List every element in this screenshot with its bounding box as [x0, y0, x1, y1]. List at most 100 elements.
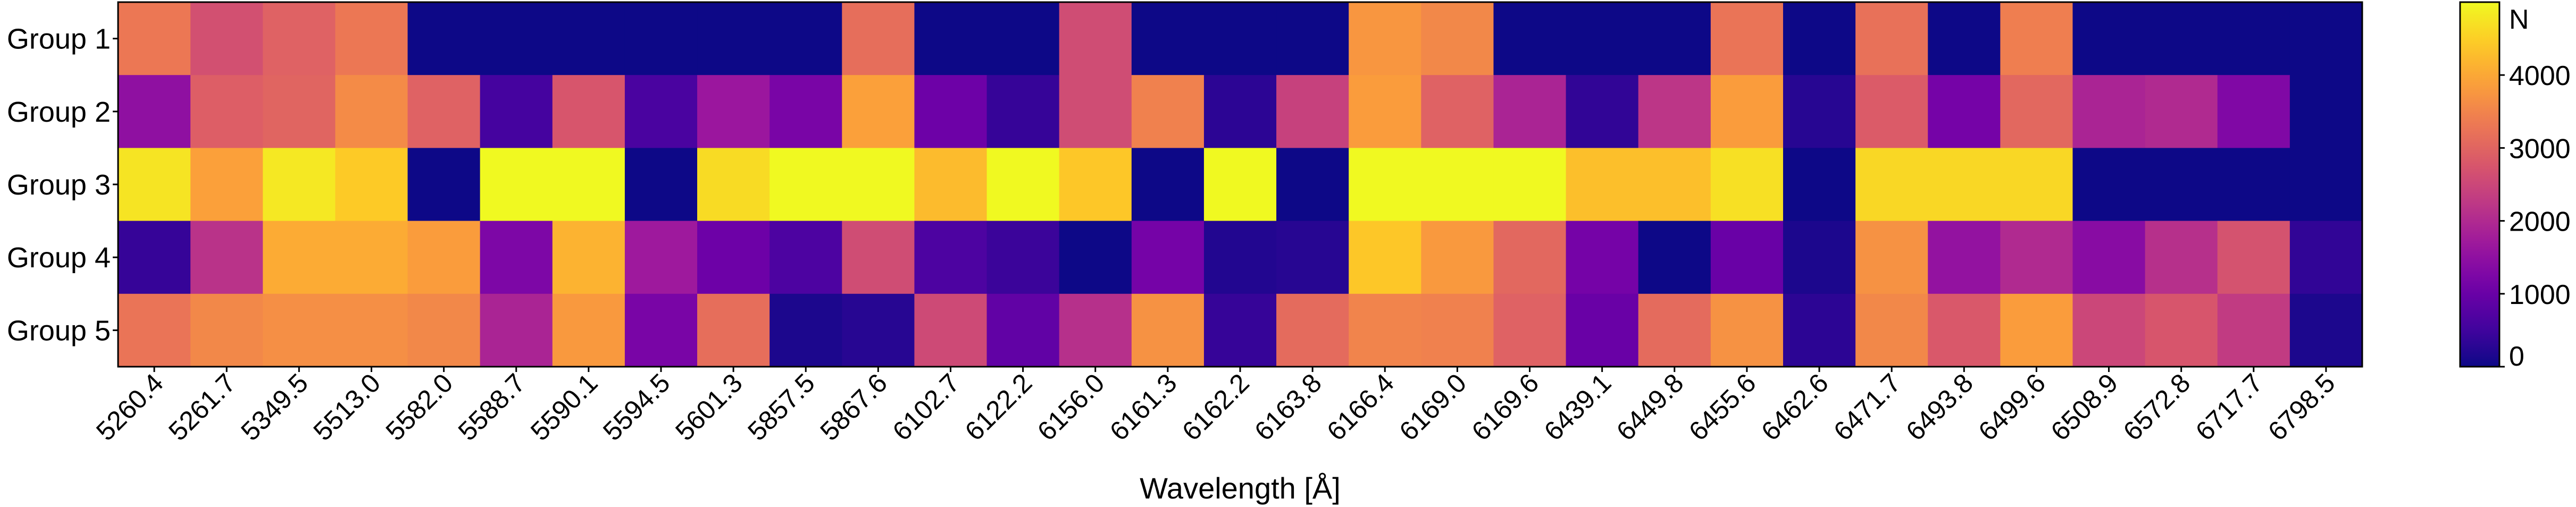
- heatmap-cell: [1493, 293, 1567, 367]
- heatmap-cell: [842, 148, 915, 222]
- x-tick-label: 5594.5: [597, 368, 676, 446]
- y-tick-label: Group 4: [7, 242, 111, 274]
- x-tick-label: 6102.7: [887, 368, 966, 446]
- x-tick-label: 6449.8: [1611, 368, 1690, 446]
- x-tick-label: 6455.6: [1683, 368, 1762, 446]
- x-tick-label: 5588.7: [453, 368, 531, 446]
- heatmap-cell: [118, 75, 191, 148]
- heatmap-cell: [1566, 293, 1639, 367]
- x-tick-label: 6471.7: [1828, 368, 1906, 446]
- heatmap-cell: [335, 293, 408, 367]
- x-tick-label: 6156.0: [1032, 368, 1110, 446]
- heatmap-cell: [335, 148, 408, 222]
- heatmap-cell: [1710, 221, 1784, 294]
- heatmap-cell: [1710, 75, 1784, 148]
- y-tick-labels: Group 1 Group 2 Group 3 Group 4 Group 5: [7, 23, 118, 347]
- heatmap-cell: [1638, 2, 1711, 75]
- x-tick-label: 6508.9: [2045, 368, 2124, 446]
- heatmap-cell: [2072, 221, 2146, 294]
- heatmap-cell: [842, 293, 915, 367]
- heatmap-cell: [480, 75, 553, 148]
- heatmap-cell: [2289, 293, 2363, 367]
- heatmap-cell: [1928, 2, 2001, 75]
- heatmap-cell: [407, 221, 481, 294]
- heatmap-cell: [1566, 2, 1639, 75]
- heatmap-cell: [552, 221, 625, 294]
- heatmap-cell: [1493, 75, 1567, 148]
- x-tick-label: 6166.4: [1321, 368, 1400, 446]
- x-tick-label: 5601.3: [670, 368, 748, 446]
- x-tick-label: 6162.2: [1176, 368, 1255, 446]
- heatmap-cell: [1421, 221, 1494, 294]
- heatmap-cell: [2072, 75, 2146, 148]
- heatmap-cell: [986, 221, 1060, 294]
- heatmap-cell: [552, 2, 625, 75]
- heatmap-cell: [986, 75, 1060, 148]
- heatmap-cell: [1131, 148, 1205, 222]
- heatmap-cell: [914, 293, 988, 367]
- heatmap-cell: [263, 75, 336, 148]
- heatmap-cell: [1566, 221, 1639, 294]
- heatmap-cell: [624, 148, 698, 222]
- heatmap-cell: [697, 2, 770, 75]
- heatmap-cell: [480, 221, 553, 294]
- heatmap-cell: [2000, 148, 2073, 222]
- heatmap-cell: [770, 75, 842, 148]
- heatmap-cell: [2289, 2, 2363, 75]
- heatmap-cell: [2217, 2, 2290, 75]
- heatmap-cell: [2145, 221, 2218, 294]
- heatmap-cell: [1493, 2, 1567, 75]
- x-tick-label: 6493.8: [1900, 368, 1979, 446]
- heatmap-cell: [2145, 293, 2218, 367]
- heatmap-cell: [1855, 221, 1928, 294]
- x-tick-label: 5261.7: [163, 368, 241, 446]
- heatmap-cell: [914, 75, 988, 148]
- heatmap-cell: [1131, 75, 1205, 148]
- heatmap-cell: [770, 293, 842, 367]
- colorbar-tick-label: 1000: [2509, 280, 2571, 310]
- heatmap-cell: [986, 2, 1060, 75]
- heatmap-cell: [1710, 148, 1784, 222]
- heatmap-cell: [1131, 221, 1205, 294]
- heatmap-cell: [1710, 2, 1784, 75]
- heatmap-cell: [1131, 293, 1205, 367]
- heatmap-cell: [1203, 75, 1277, 148]
- heatmap-cell: [1276, 2, 1349, 75]
- heatmap-cell: [842, 75, 915, 148]
- heatmap-cell: [1783, 75, 1856, 148]
- heatmap-cell: [2217, 293, 2290, 367]
- x-tick-label: 6161.3: [1104, 368, 1183, 446]
- heatmap-cell: [190, 148, 263, 222]
- heatmap-cell: [1203, 148, 1277, 222]
- heatmap-cell: [1059, 148, 1132, 222]
- y-tick-label: Group 5: [7, 315, 111, 347]
- heatmap-cell: [624, 2, 698, 75]
- heatmap-cell: [914, 2, 988, 75]
- heatmap-cell: [263, 148, 336, 222]
- heatmap-cell: [1203, 2, 1277, 75]
- heatmap-cell: [190, 75, 263, 148]
- heatmap-cell: [1421, 2, 1494, 75]
- heatmap-cell: [552, 75, 625, 148]
- heatmap-cell: [2217, 148, 2290, 222]
- heatmap-cell: [1493, 221, 1567, 294]
- heatmap-cell: [986, 148, 1060, 222]
- heatmap-cell: [263, 2, 336, 75]
- heatmap-cell: [2000, 2, 2073, 75]
- heatmap-cell: [842, 221, 915, 294]
- heatmap-cell: [190, 221, 263, 294]
- heatmap-cells: [118, 2, 2363, 367]
- x-tick-label: 6499.6: [1972, 368, 2051, 446]
- colorbar-tick-label: 4000: [2509, 61, 2571, 91]
- x-tick-label: 5857.5: [742, 368, 821, 446]
- heatmap-cell: [2000, 221, 2073, 294]
- x-tick-label: 6169.0: [1393, 368, 1472, 446]
- heatmap-cell: [1276, 221, 1349, 294]
- heatmap-cell: [118, 2, 191, 75]
- heatmap-cell: [1855, 148, 1928, 222]
- heatmap-cell: [914, 148, 988, 222]
- heatmap-cell: [480, 2, 553, 75]
- heatmap-cell: [2145, 75, 2218, 148]
